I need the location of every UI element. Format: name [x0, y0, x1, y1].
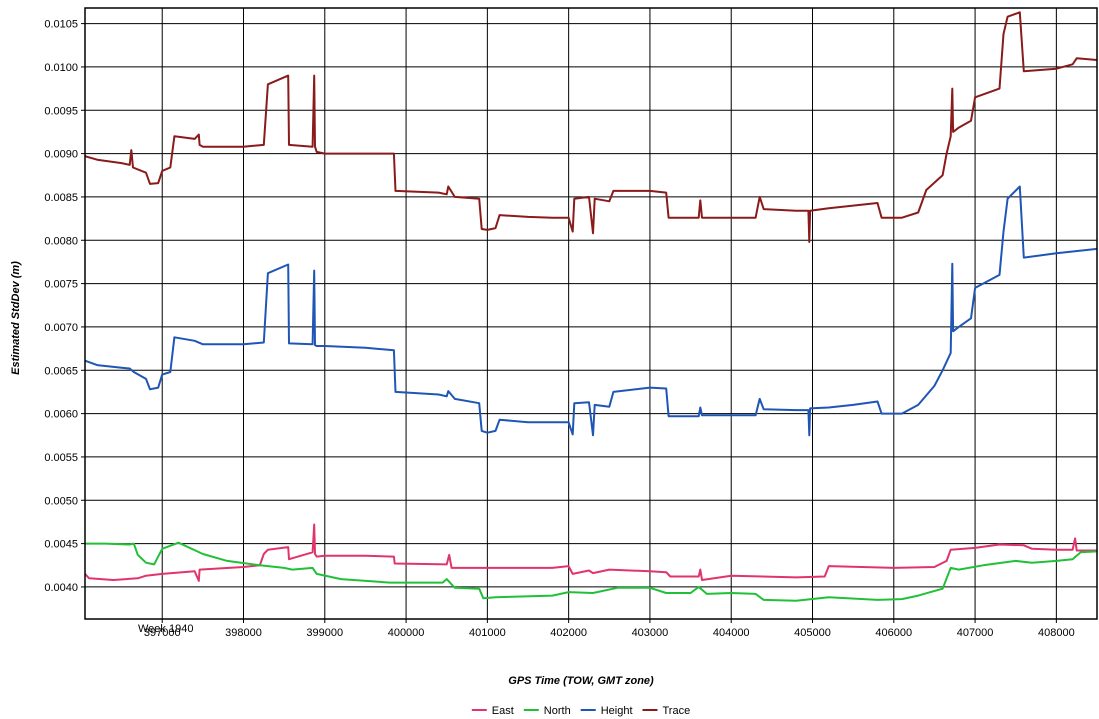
series-line-height — [85, 185, 1097, 437]
y-tick-label: 0.0060 — [44, 409, 78, 421]
y-tick-label: 0.0075 — [44, 279, 78, 291]
y-tick-label: 0.0045 — [44, 539, 78, 551]
x-tick-label: 402000 — [550, 627, 587, 639]
x-tick-label: 403000 — [632, 627, 669, 639]
y-tick-label: 0.0105 — [44, 19, 78, 31]
plot-area-frame — [84, 7, 1098, 620]
y-tick-label: 0.0055 — [44, 452, 78, 464]
y-tick-label: 0.0065 — [44, 365, 78, 377]
y-tick-label: 0.0095 — [44, 105, 78, 117]
y-axis-title: Estimated StdDev (m) — [10, 261, 22, 375]
y-tick-label: 0.0050 — [44, 495, 78, 507]
legend-item-north: North — [523, 705, 571, 717]
series-line-trace — [85, 11, 1097, 243]
legend-label: North — [544, 705, 571, 717]
x-axis-title: GPS Time (TOW, GMT zone) — [508, 675, 654, 687]
grid — [85, 8, 1097, 619]
x-tick-label: 408000 — [1038, 627, 1075, 639]
series-line-east — [85, 523, 1097, 582]
y-tick-label: 0.0070 — [44, 322, 78, 334]
x-axis-sublabel: Week 1940 — [138, 623, 193, 635]
legend-item-trace: Trace — [642, 705, 691, 717]
x-tick-label: 405000 — [794, 627, 831, 639]
y-tick-label: 0.0100 — [44, 62, 78, 74]
y-tick-label: 0.0090 — [44, 149, 78, 161]
x-tick-label: 401000 — [469, 627, 506, 639]
legend-item-east: East — [471, 705, 514, 717]
series-line-north — [85, 541, 1097, 602]
x-tick-label: 406000 — [875, 627, 912, 639]
legend-label: Height — [601, 705, 633, 717]
legend-label: East — [492, 705, 514, 717]
y-tick-label: 0.0040 — [44, 582, 78, 594]
x-tick-label: 398000 — [225, 627, 262, 639]
y-tick-label: 0.0085 — [44, 192, 78, 204]
x-axis-ticks: 397000 398000 399000 400000 401000 402000 4030… — [144, 619, 1075, 639]
x-tick-label: 404000 — [713, 627, 750, 639]
series-lines — [85, 11, 1097, 602]
y-tick-label: 0.0080 — [44, 235, 78, 247]
legend-item-height: Height — [580, 705, 633, 717]
y-axis-ticks: 0.0040 0.0045 0.0050 0.0055 0.0060 0.0065 0.00… — [44, 19, 85, 594]
x-tick-label: 399000 — [306, 627, 343, 639]
x-tick-label: 400000 — [388, 627, 425, 639]
x-tick-label: 407000 — [957, 627, 994, 639]
legend-label: Trace — [663, 705, 691, 717]
legend: East North Height Trace — [471, 705, 691, 717]
x-tick-label: 397000 — [144, 627, 181, 639]
